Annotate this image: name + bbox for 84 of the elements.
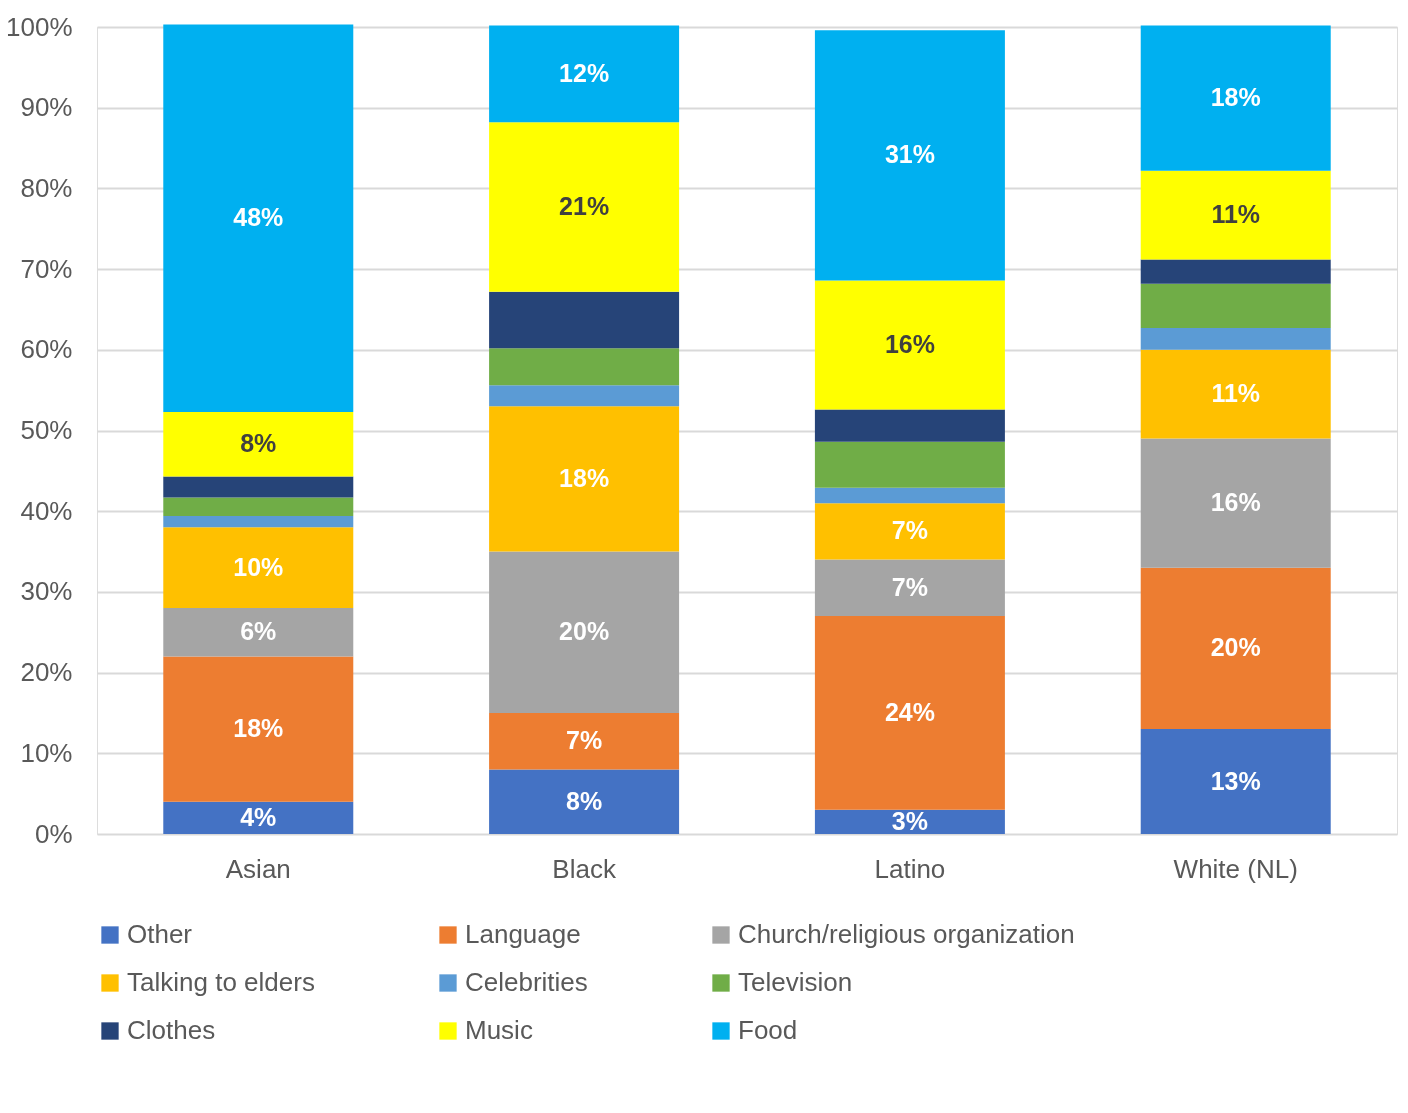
data-label: 7% (891, 572, 928, 601)
x-tick-label: Black (552, 853, 617, 884)
bar (163, 656, 354, 802)
y-tick-label: 90% (20, 92, 73, 123)
bar (814, 559, 1005, 617)
bar (814, 503, 1005, 560)
data-label: 16% (884, 329, 935, 358)
legend-label: Music (465, 1015, 533, 1045)
bar (814, 30, 1005, 281)
data-label: 6% (240, 617, 277, 646)
bar (489, 385, 680, 407)
bar (814, 441, 1005, 488)
y-tick-label: 60% (20, 334, 73, 365)
bar (814, 487, 1005, 504)
bar (163, 476, 354, 498)
data-label: 10% (233, 552, 284, 581)
bar (163, 516, 354, 528)
y-tick-label: 70% (20, 253, 73, 284)
x-tick-label: Asian (225, 853, 291, 884)
bar (814, 809, 1005, 834)
bar (1140, 259, 1331, 284)
data-label: 18% (1210, 83, 1261, 112)
bar (489, 122, 680, 292)
bar (814, 409, 1005, 442)
bar (1140, 349, 1331, 439)
bar (163, 411, 354, 477)
bar (1140, 25, 1331, 171)
data-label: 4% (240, 802, 277, 831)
data-label: 8% (240, 429, 277, 458)
x-tick-label: White (NL) (1173, 853, 1298, 884)
bar (163, 608, 354, 657)
data-label: 21% (559, 191, 610, 220)
bar (1140, 438, 1331, 568)
bar (1140, 729, 1331, 834)
data-label: 13% (1210, 766, 1261, 795)
data-label: 3% (891, 806, 928, 835)
legend-label: Television (738, 967, 853, 997)
y-tick-label: 40% (20, 495, 73, 526)
bar (489, 769, 680, 834)
bar (489, 712, 680, 770)
bar (163, 497, 354, 517)
data-label: 8% (566, 786, 603, 815)
legend-label: Church/religious organization (738, 919, 1075, 949)
data-label: 24% (884, 697, 935, 726)
bar (489, 25, 680, 123)
data-label: 11% (1211, 379, 1261, 408)
y-tick-label: 100% (6, 11, 73, 42)
bar (1140, 567, 1331, 730)
bar (489, 348, 680, 386)
data-label: 20% (1210, 633, 1261, 662)
data-label: 18% (559, 463, 610, 492)
data-label: 16% (1210, 488, 1261, 517)
legend-label: Clothes (127, 1015, 216, 1045)
data-label: 18% (233, 714, 284, 743)
bar (163, 801, 354, 834)
bar (163, 24, 354, 412)
x-tick-label: Latino (874, 853, 946, 884)
data-label: 12% (559, 58, 610, 87)
y-tick-label: 30% (20, 576, 73, 607)
bar (1140, 170, 1331, 260)
y-tick-label: 50% (20, 415, 73, 445)
data-label: 11% (1211, 200, 1261, 229)
legend-label: Food (738, 1015, 798, 1045)
data-label: 31% (884, 140, 935, 169)
bar (1140, 283, 1331, 329)
bar (814, 616, 1005, 810)
bar (1140, 328, 1331, 350)
bar (489, 291, 680, 349)
data-label: 7% (891, 516, 928, 545)
bar (163, 527, 354, 609)
y-tick-label: 10% (20, 737, 73, 768)
bar (489, 406, 680, 552)
data-label: 20% (559, 617, 610, 646)
legend-label: Celebrities (465, 967, 588, 997)
bar (814, 280, 1005, 410)
y-tick-label: 20% (20, 657, 73, 688)
data-label: 48% (233, 203, 284, 232)
legend-label: Talking to elders (127, 967, 315, 997)
legend-label: Language (465, 919, 581, 949)
legend-label: Other (127, 919, 193, 949)
bar (489, 551, 680, 713)
y-tick-label: 80% (20, 172, 73, 203)
data-label: 7% (566, 726, 603, 755)
y-tick-label: 0% (34, 818, 73, 849)
